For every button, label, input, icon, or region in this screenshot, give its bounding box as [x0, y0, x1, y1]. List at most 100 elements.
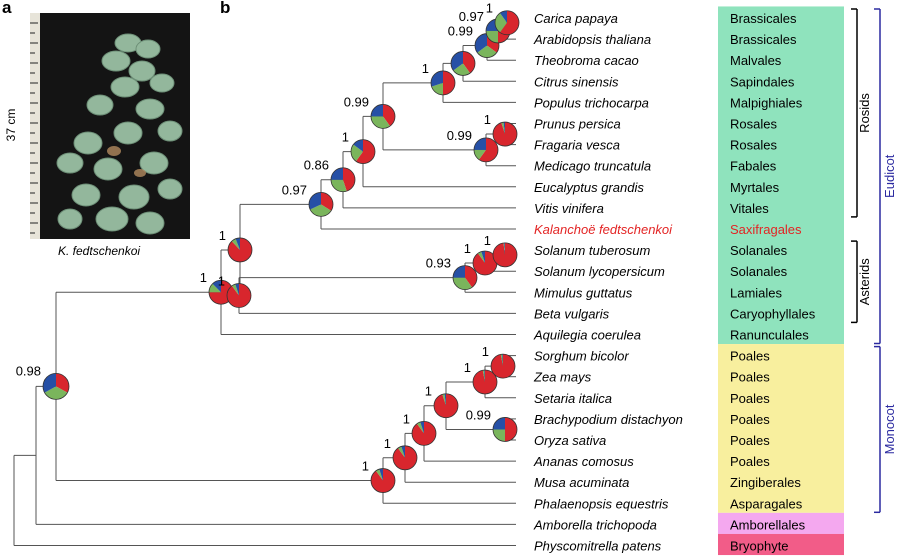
order-label: Vitales [730, 201, 769, 216]
node-pie-n_m2 [392, 445, 418, 471]
node-pie-n_pru [492, 121, 518, 147]
taxon-label: Phalaenopsis equestris [534, 496, 669, 511]
node-pie-n_m3 [411, 421, 437, 446]
order-label: Malvales [730, 53, 782, 68]
support-value: 0.97 [459, 9, 484, 24]
support-value: 1 [486, 1, 493, 16]
node-pie-n_sol [472, 250, 498, 276]
node-pie-n_angio [42, 372, 70, 400]
order-label: Bryophyte [730, 539, 789, 554]
order-label: Rosales [730, 117, 777, 132]
svg-text:Asterids: Asterids [857, 258, 872, 305]
taxon-label: Solanum lycopersicum [534, 264, 665, 279]
taxon-label: Citrus sinensis [534, 74, 619, 89]
node-pie-n_bra2 [492, 417, 518, 442]
order-label: Asparagales [730, 496, 803, 511]
order-label: Myrtales [730, 180, 780, 195]
taxon-label: Oryza sativa [534, 433, 606, 448]
order-box-monocot [718, 344, 844, 513]
monocot-bracket: Monocot [874, 345, 897, 514]
asterids-bracket: Asterids [851, 240, 872, 324]
node-pie-n_mono [370, 468, 396, 493]
taxon-label: Amborella trichopoda [533, 517, 657, 532]
order-label: Poales [730, 412, 770, 427]
support-value: 0.97 [282, 182, 307, 197]
support-value: 0.99 [447, 128, 472, 143]
order-label: Zingiberales [730, 475, 801, 490]
support-value: 1 [218, 274, 225, 289]
taxon-label: Eucalyptus grandis [534, 180, 644, 195]
support-value: 1 [200, 270, 207, 285]
taxon-label: Brachypodium distachyon [534, 412, 683, 427]
node-pie-n_pop [450, 51, 476, 76]
node-pie-n_m6 [490, 353, 516, 379]
support-value: 0.99 [344, 94, 369, 109]
taxon-label: Ananas comosus [533, 454, 634, 469]
node-pie-n_sax [308, 191, 334, 217]
taxon-label: Physcomitrella patens [534, 539, 662, 554]
support-value: 0.99 [466, 407, 491, 422]
node-pie-n_euc [350, 139, 376, 164]
support-value: 1 [464, 360, 471, 375]
svg-text:Monocot: Monocot [882, 404, 897, 454]
panel-a-letter: a [2, 0, 12, 17]
taxon-label: Aquilegia coerulea [533, 328, 641, 343]
support-value: 1 [219, 228, 226, 243]
taxon-label: Theobroma cacao [534, 53, 639, 68]
node-pie-n_car [494, 10, 520, 36]
support-value: 0.98 [16, 363, 41, 378]
order-box-amborellales [718, 512, 844, 534]
support-value: 0.93 [426, 256, 451, 271]
plant-photo [30, 13, 190, 239]
taxon-label: Vitis vinifera [534, 201, 604, 216]
support-value: 1 [464, 241, 471, 256]
node-pie-n_ros [370, 103, 396, 129]
support-value: 1 [342, 130, 349, 145]
support-value: 0.99 [448, 24, 473, 39]
taxon-label: Carica papaya [534, 11, 618, 26]
photo-caption: K. fedtschenkoi [58, 244, 141, 258]
order-label: Poales [730, 433, 770, 448]
order-label: Poales [730, 454, 770, 469]
svg-text:Eudicot: Eudicot [882, 154, 897, 198]
node-pie-n_fab [473, 137, 499, 163]
node-pie-n_ast [452, 265, 478, 291]
taxon-label: Mimulus guttatus [534, 285, 633, 300]
order-label: Malpighiales [730, 95, 803, 110]
support-value: 1 [425, 384, 432, 399]
node-pie-n_cary [226, 283, 252, 308]
taxon-label: Sorghum bicolor [534, 349, 629, 364]
order-label: Fabales [730, 159, 777, 174]
taxon-label: Musa acuminata [534, 475, 629, 490]
support-value: 1 [484, 233, 491, 248]
rosids-bracket: Rosids [851, 8, 872, 218]
order-label: Lamiales [730, 285, 783, 300]
taxon-label: Arabidopsis thaliana [533, 32, 651, 47]
node-pie-n_eud2 [227, 237, 253, 263]
order-label: Amborellales [730, 517, 806, 532]
support-value: 0.86 [304, 158, 329, 173]
order-label: Caryophyllales [730, 306, 816, 321]
order-label: Brassicales [730, 11, 797, 26]
support-value: 1 [403, 411, 410, 426]
support-value: 1 [362, 459, 369, 474]
node-pie-n_vit [330, 167, 356, 193]
taxon-label: Prunus persica [534, 117, 621, 132]
node-pie-n_malv [430, 70, 456, 96]
taxon-label: Kalanchoë fedtschenkoi [534, 222, 673, 237]
order-label: Poales [730, 370, 770, 385]
panel-b-letter: b [220, 0, 231, 17]
taxon-label: Medicago truncatula [534, 159, 651, 174]
taxon-label: Populus trichocarpa [534, 95, 649, 110]
order-box-eudicot [718, 6, 844, 345]
order-label: Rosales [730, 138, 777, 153]
order-label: Brassicales [730, 32, 797, 47]
order-label: Solanales [730, 243, 788, 258]
support-value: 1 [422, 61, 429, 76]
svg-text:Rosids: Rosids [857, 93, 872, 133]
order-label: Saxifragales [730, 222, 802, 237]
order-label: Solanales [730, 264, 788, 279]
support-value: 1 [484, 112, 491, 127]
